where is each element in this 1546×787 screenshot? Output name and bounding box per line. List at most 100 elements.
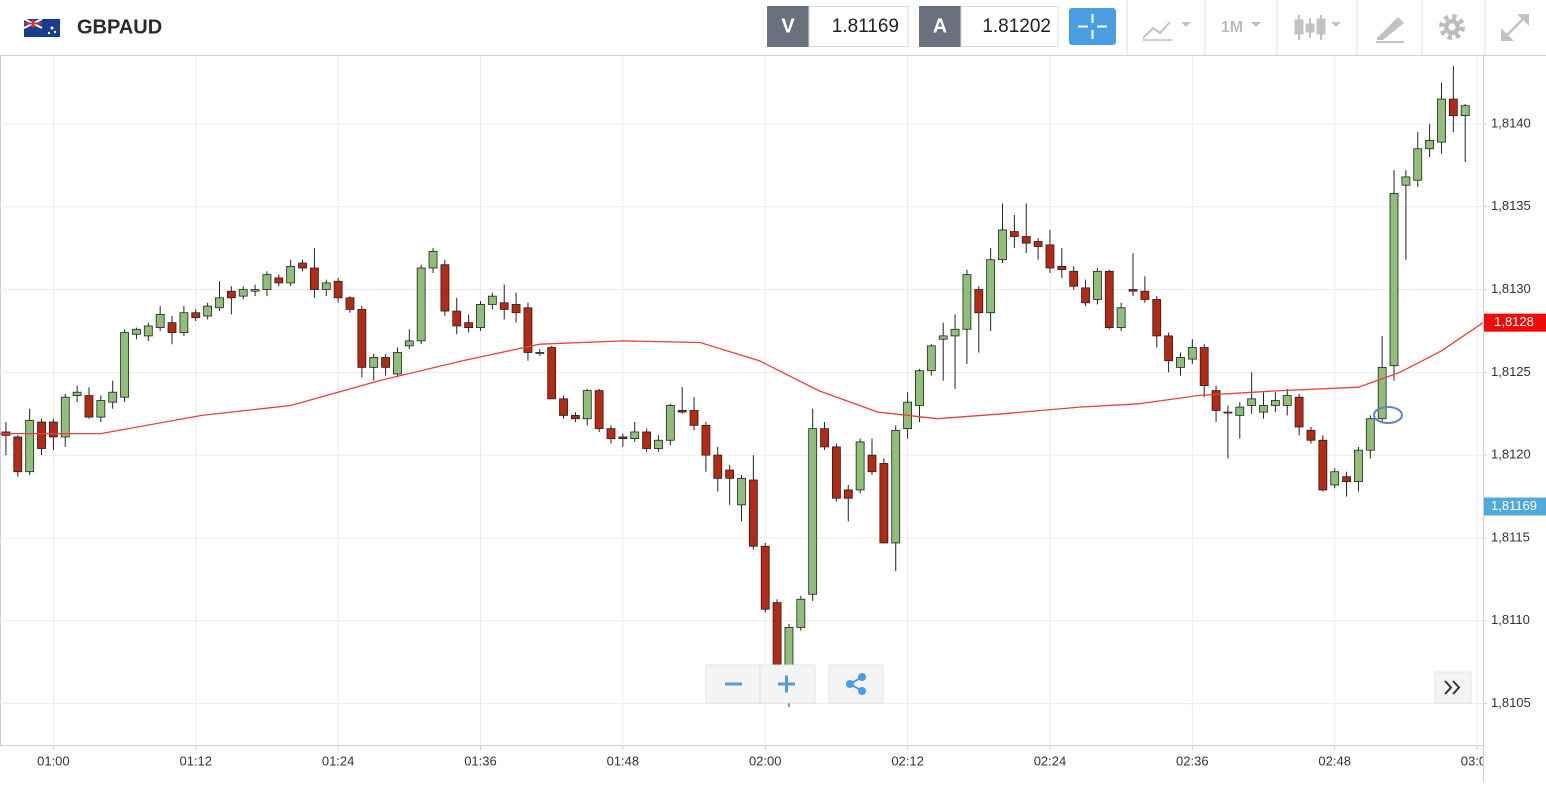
share-button[interactable]: [828, 664, 884, 704]
candle-body: [796, 598, 806, 628]
bid-label: V: [781, 15, 795, 37]
x-tick-label: 02:36: [1176, 753, 1209, 768]
candle-body: [926, 345, 936, 372]
candle-body: [179, 312, 189, 333]
candle-body: [855, 441, 865, 491]
price-tag-label: 1,8128: [1494, 314, 1534, 329]
candle-body: [1460, 105, 1470, 117]
candle-body: [1401, 176, 1411, 186]
candle-type-button[interactable]: [1294, 15, 1341, 40]
candle-body: [428, 251, 438, 269]
candle-body: [132, 328, 141, 335]
candle-body: [1093, 270, 1102, 300]
y-tick-label: 1,8120: [1491, 447, 1531, 462]
zoom-in-button[interactable]: [759, 664, 816, 704]
draw-button[interactable]: [1376, 17, 1404, 43]
candle-body: [226, 290, 236, 299]
candle-body: [1057, 265, 1067, 271]
x-tick-label: 01:36: [464, 753, 497, 768]
ask-button[interactable]: [919, 6, 961, 47]
candle-body: [843, 489, 853, 499]
candle-body: [713, 454, 723, 479]
candle-body: [345, 297, 355, 310]
bid-button[interactable]: [767, 6, 809, 47]
candle-body: [606, 428, 616, 439]
bid-box: [808, 6, 909, 47]
flag: [23, 18, 60, 37]
candle-body: [772, 602, 782, 670]
candle-body: [191, 312, 201, 319]
candle-body: [25, 419, 35, 473]
candle-body: [642, 431, 651, 449]
candle-body: [867, 454, 877, 473]
ask-label: A: [933, 15, 947, 37]
candle-body: [582, 390, 592, 420]
crosshair-button[interactable]: [1069, 8, 1116, 45]
candle-body: [1045, 244, 1055, 269]
candle-body: [452, 310, 462, 327]
settings-button[interactable]: [1439, 14, 1465, 40]
symbol: GBPAUD: [77, 16, 162, 38]
candle-body: [1259, 405, 1268, 413]
candle-body: [832, 446, 841, 499]
candle-body: [665, 405, 675, 441]
candle-body: [1389, 193, 1399, 367]
candle-body: [1235, 406, 1245, 416]
candle-body: [274, 277, 284, 284]
chart-type-button[interactable]: [1142, 21, 1191, 41]
candle-body: [1187, 347, 1197, 360]
y-tick-label: 1,8140: [1491, 115, 1531, 130]
candle-body: [1176, 357, 1185, 368]
candle-body: [1128, 289, 1138, 292]
candle-body: [1199, 347, 1209, 386]
candle-body: [808, 428, 818, 595]
candle-body: [760, 545, 770, 610]
candle-body: [487, 295, 497, 305]
candle-body: [1306, 429, 1316, 441]
scroll-end-button[interactable]: [1434, 671, 1472, 704]
candle-body: [333, 280, 343, 299]
candle-body: [1270, 400, 1280, 406]
candle-body: [1104, 270, 1114, 329]
candle-body: [1342, 476, 1351, 483]
bid-price: 1.81169: [832, 16, 899, 37]
x-tick-label: 03:00: [1461, 753, 1494, 768]
candle-body: [108, 391, 118, 403]
timeframe[interactable]: 1M: [1221, 19, 1243, 36]
y-tick-label: 1,8135: [1491, 198, 1531, 213]
candle-body: [48, 421, 58, 438]
fullscreen-button[interactable]: [1501, 14, 1529, 41]
candle-body: [1354, 449, 1363, 483]
grid: [0, 56, 1483, 745]
candle-body: [1294, 396, 1304, 428]
ask-box: [960, 6, 1059, 47]
candle-body: [1365, 418, 1375, 451]
candle-body: [416, 267, 426, 342]
candle-body: [962, 274, 972, 330]
candle-body: [1033, 241, 1043, 247]
candle-body: [476, 304, 485, 329]
toolbar-separators: [1126, 0, 1486, 55]
candle-body: [1413, 148, 1423, 181]
candle-body: [938, 335, 948, 340]
x-tick-label: 01:12: [179, 753, 212, 768]
candle-body: [203, 305, 213, 317]
candle-body: [1437, 98, 1446, 143]
candle-body: [879, 463, 889, 544]
candle-body: [1247, 398, 1257, 406]
candle-body: [238, 289, 248, 297]
trade-marker: [1373, 406, 1403, 424]
candle-body: [974, 289, 984, 314]
candle-body: [84, 395, 94, 418]
candle-body: [96, 400, 106, 418]
zoom-out-button[interactable]: [705, 664, 761, 704]
candle-body: [1223, 411, 1233, 414]
x-tick-label: 01:48: [607, 753, 640, 768]
y-tick-label: 1,8105: [1491, 695, 1531, 710]
candle-body: [167, 322, 177, 333]
axes: 1,8105 1,8110 1,8115 1,8120 1,8125 1,8130 1,81…: [37, 115, 1546, 768]
candle-body: [748, 479, 758, 547]
candle-body: [725, 469, 735, 479]
candle-body: [511, 304, 521, 314]
candle-body: [594, 390, 604, 430]
